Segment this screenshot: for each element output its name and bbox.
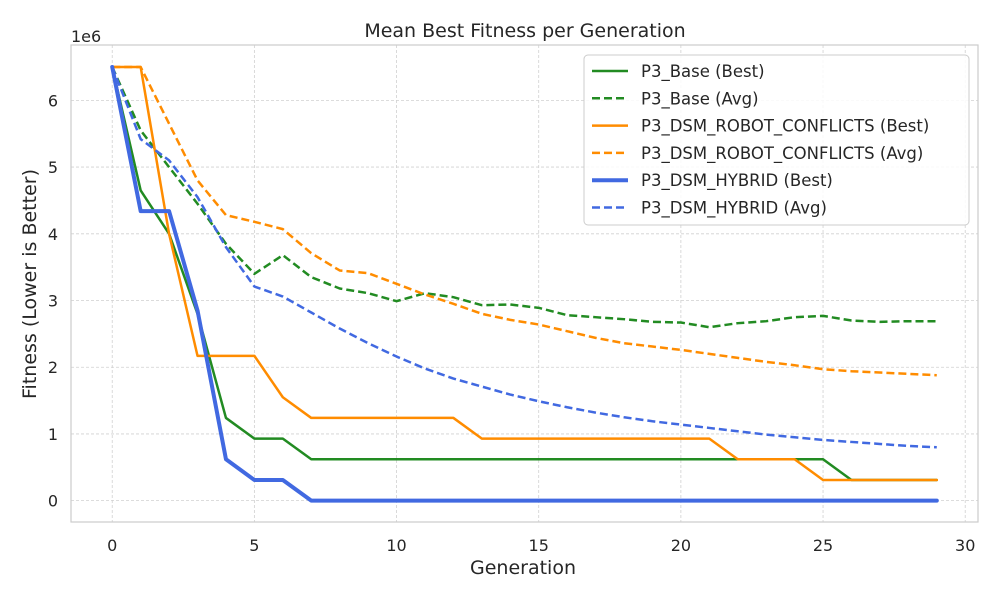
- legend: P3_Base (Best) P3_Base (Avg) P3_DSM_ROBOT_…: [583, 54, 970, 226]
- series-lines: [110, 65, 939, 503]
- x-tick-label: 5: [249, 536, 259, 555]
- x-tick-label: 30: [955, 536, 975, 555]
- y-tick-label: 3: [48, 292, 58, 311]
- y-tick-label: 6: [48, 91, 58, 110]
- legend-label: P3_Base (Best): [641, 62, 765, 82]
- x-tick-label: 10: [386, 536, 406, 555]
- x-tick-label: 0: [107, 536, 117, 555]
- legend-label: P3_DSM_HYBRID (Best): [641, 171, 833, 191]
- y-tick-label: 1: [48, 425, 58, 444]
- plot-frame: [70, 44, 979, 523]
- x-tick-label: 25: [813, 536, 833, 555]
- series-line-5: [110, 65, 939, 503]
- legend-label: P3_DSM_ROBOT_CONFLICTS (Avg): [641, 144, 923, 164]
- series-line-4: [112, 65, 937, 377]
- legend-box: [583, 54, 970, 226]
- y-axis-label: Fitness (Lower is Better): [19, 169, 41, 399]
- series-line-1: [110, 65, 939, 482]
- y-tick-label: 0: [48, 492, 58, 511]
- y-tick-label: 2: [48, 358, 58, 377]
- chart-title: Mean Best Fitness per Generation: [364, 20, 685, 42]
- x-tick-label: 20: [671, 536, 691, 555]
- y-tick-label: 4: [48, 225, 58, 244]
- legend-label: P3_DSM_ROBOT_CONFLICTS (Best): [641, 117, 929, 137]
- series-line-2: [111, 66, 937, 329]
- y-tick-label: 5: [48, 158, 58, 177]
- y-scale-label: 1e6: [71, 27, 101, 46]
- x-tick-label: 15: [529, 536, 549, 555]
- legend-label: P3_DSM_HYBRID (Avg): [641, 199, 827, 219]
- legend-label: P3_Base (Avg): [641, 89, 759, 109]
- series-line-3: [110, 65, 939, 482]
- series-line-6: [111, 66, 937, 449]
- x-axis-label: Generation: [470, 557, 576, 579]
